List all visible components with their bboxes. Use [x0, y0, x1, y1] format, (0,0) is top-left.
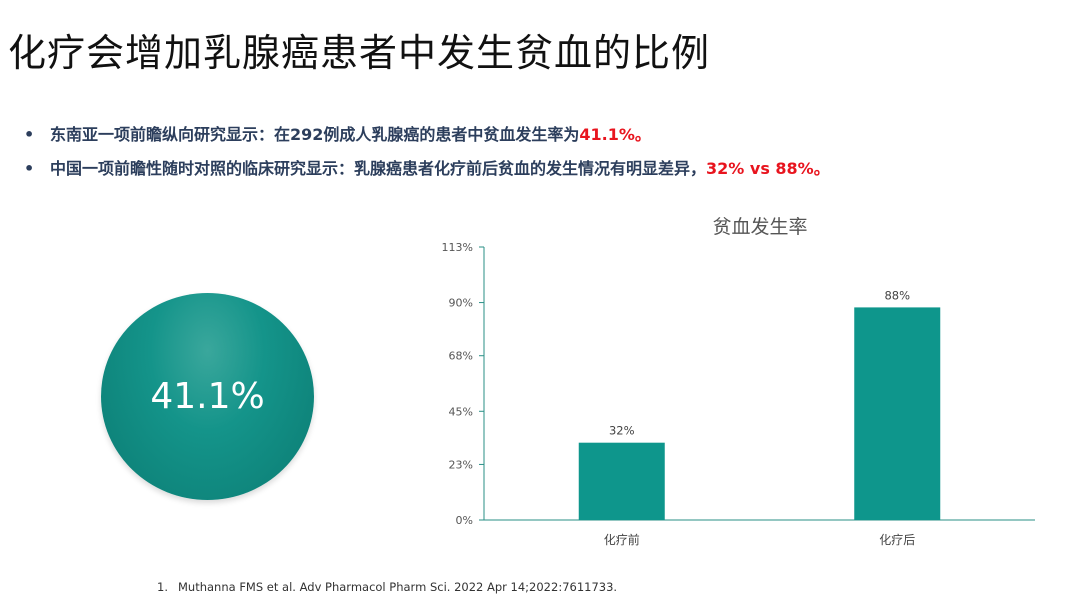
anemia-rate-circle: 41.1%	[101, 293, 314, 500]
y-tick-label: 90%	[449, 297, 473, 310]
y-tick-label: 45%	[449, 405, 473, 418]
chart-axes: 0% 23% 45% 68% 90% 113%	[442, 241, 1035, 527]
reference-number: 1.	[157, 580, 168, 594]
bullet-text: 中国一项前瞻性随时对照的临床研究显示：乳腺癌患者化疗前后贫血的发生情况有明显差异…	[50, 159, 707, 178]
bar-data-label: 88%	[884, 288, 910, 302]
reference-footnote: 1. Muthanna FMS et al. Adv Pharmacol Phar…	[157, 580, 617, 594]
circle-value: 41.1%	[150, 376, 265, 417]
y-tick-label: 68%	[449, 350, 473, 363]
y-tick-label: 0%	[456, 514, 473, 527]
chart-bars: 32% 化疗前 88% 化疗后	[578, 288, 941, 547]
reference-text: Muthanna FMS et al. Adv Pharmacol Pharm …	[177, 580, 618, 594]
x-tick-label: 化疗前	[604, 532, 640, 547]
bullet-item-china: • 中国一项前瞻性随时对照的临床研究显示：乳腺癌患者化疗前后贫血的发生情况有明显…	[24, 152, 830, 186]
chart-title: 贫血发生率	[712, 216, 807, 238]
bullet-dot-icon: •	[24, 159, 35, 178]
y-tick-label: 23%	[449, 458, 473, 471]
bullet-highlight: 32% vs 88%。	[706, 159, 830, 178]
x-tick-label: 化疗后	[879, 533, 915, 547]
bullet-text: 东南亚一项前瞻纵向研究显示：在292例成人乳腺癌的患者中贫血发生率为	[50, 125, 580, 144]
bar-data-label: 32%	[609, 424, 635, 438]
bullet-highlight: 41.1%。	[579, 125, 651, 144]
slide-title: 化疗会增加乳腺癌患者中发生贫血的比例	[8, 31, 711, 75]
bullet-list: • 东南亚一项前瞻纵向研究显示：在292例成人乳腺癌的患者中贫血发生率为41.1…	[24, 118, 830, 186]
bullet-dot-icon: •	[24, 125, 35, 144]
bar-after-chemo	[854, 307, 941, 520]
bar-before-chemo	[578, 442, 665, 520]
y-tick-label: 113%	[442, 241, 473, 254]
bullet-item-southeast-asia: • 东南亚一项前瞻纵向研究显示：在292例成人乳腺癌的患者中贫血发生率为41.1…	[24, 118, 830, 152]
